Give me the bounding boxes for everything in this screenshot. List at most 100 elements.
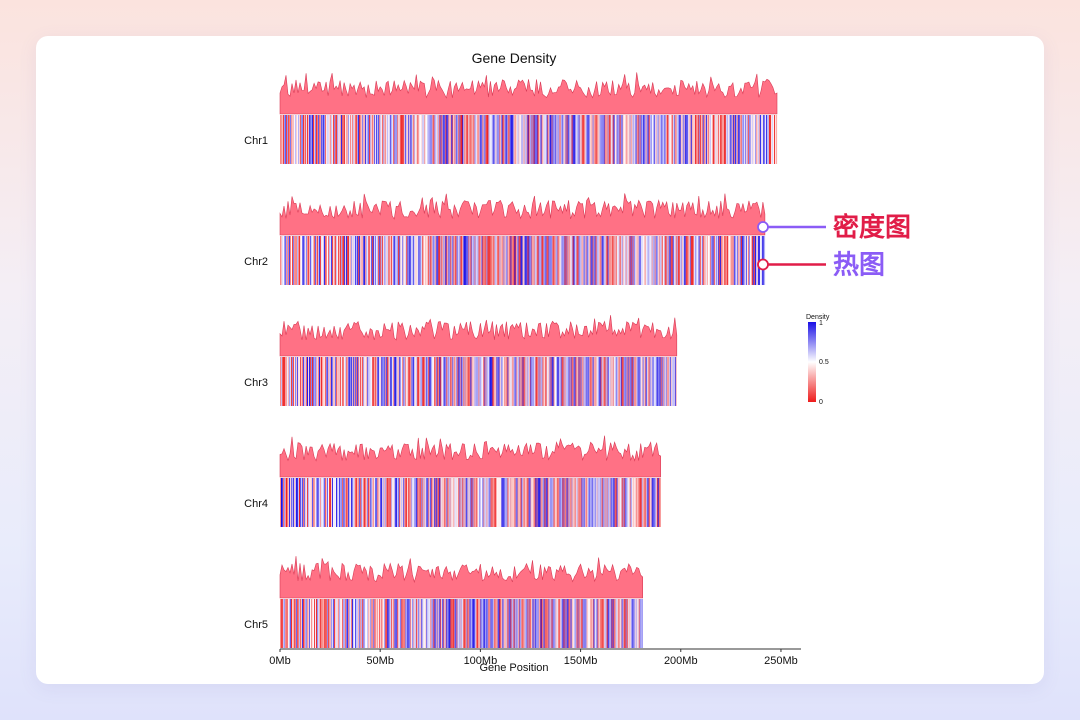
heatmap-cell bbox=[349, 357, 351, 406]
heatmap-cell bbox=[441, 357, 443, 406]
heatmap-cell bbox=[388, 236, 390, 285]
heatmap-cell bbox=[307, 357, 309, 406]
heatmap-cell bbox=[389, 599, 391, 648]
heatmap-cell bbox=[477, 599, 479, 648]
heatmap-cell bbox=[410, 357, 412, 406]
heatmap-cell bbox=[699, 236, 701, 285]
heatmap-cell bbox=[561, 478, 563, 527]
heatmap-cell bbox=[310, 357, 312, 406]
heatmap-cell bbox=[775, 115, 778, 164]
heatmap-cell bbox=[717, 236, 719, 285]
heatmap-cell bbox=[437, 478, 439, 527]
heatmap-cell bbox=[498, 236, 500, 285]
heatmap-cell bbox=[309, 236, 311, 285]
heatmap-cell bbox=[314, 599, 316, 648]
heatmap-cell bbox=[677, 236, 679, 285]
heatmap-cell bbox=[703, 236, 705, 285]
heatmap-cell bbox=[308, 599, 310, 648]
heatmap-cell bbox=[449, 236, 451, 285]
heatmap-cell bbox=[505, 599, 507, 648]
heatmap-cell bbox=[491, 478, 493, 527]
heatmap-cell bbox=[607, 115, 609, 164]
heatmap-cell bbox=[320, 478, 322, 527]
heatmap-cell bbox=[304, 236, 306, 285]
heatmap-cell bbox=[632, 236, 634, 285]
heatmap-cell bbox=[540, 115, 542, 164]
heatmap-cell bbox=[546, 599, 548, 648]
heatmap-cell bbox=[443, 478, 445, 527]
heatmap-cell bbox=[636, 478, 638, 527]
heatmap-cell bbox=[518, 599, 520, 648]
heatmap-cell bbox=[404, 115, 406, 164]
heatmap-cell bbox=[309, 599, 311, 648]
heatmap-cell bbox=[457, 478, 459, 527]
heatmap-cell bbox=[548, 236, 550, 285]
heatmap-cell bbox=[585, 115, 587, 164]
heatmap-cell bbox=[368, 599, 370, 648]
heatmap-cell bbox=[305, 599, 307, 648]
heatmap-cell bbox=[292, 599, 294, 648]
heatmap-cell bbox=[292, 236, 294, 285]
heatmap-cell bbox=[307, 599, 309, 648]
heatmap-cell bbox=[333, 599, 335, 648]
heatmap-cell bbox=[593, 115, 595, 164]
heatmap-cell bbox=[446, 478, 448, 527]
heatmap-cell bbox=[556, 115, 558, 164]
heatmap-cell bbox=[371, 357, 373, 406]
heatmap-cell bbox=[331, 599, 333, 648]
heatmap-cell bbox=[585, 478, 587, 527]
heatmap-cell bbox=[740, 115, 743, 164]
heatmap-cell bbox=[674, 357, 676, 406]
heatmap-cell bbox=[471, 599, 473, 648]
heatmap-cell bbox=[437, 236, 439, 285]
heatmap-cell bbox=[518, 115, 520, 164]
heatmap-cell bbox=[706, 115, 708, 164]
heatmap-cell bbox=[459, 478, 461, 527]
heatmap-cell bbox=[563, 478, 565, 527]
heatmap-cell bbox=[626, 599, 628, 648]
heatmap-cell bbox=[385, 357, 387, 406]
heatmap-cell bbox=[526, 357, 528, 406]
heatmap-cell bbox=[423, 115, 425, 164]
heatmap-cell bbox=[577, 115, 579, 164]
heatmap-cell bbox=[280, 357, 282, 406]
heatmap-cell bbox=[407, 115, 409, 164]
heatmap-cell bbox=[413, 599, 415, 648]
heatmap-cell bbox=[624, 599, 626, 648]
heatmap-cell bbox=[754, 115, 757, 164]
heatmap-cell bbox=[499, 357, 501, 406]
heatmap-cell bbox=[448, 478, 450, 527]
heatmap-cell bbox=[432, 115, 434, 164]
heatmap-cell bbox=[421, 236, 423, 285]
heatmap-cell bbox=[639, 599, 641, 648]
heatmap-cell bbox=[424, 599, 426, 648]
heatmap-cell bbox=[469, 236, 471, 285]
heatmap-cell bbox=[663, 115, 665, 164]
heatmap-cell bbox=[326, 599, 328, 648]
heatmap-cell bbox=[456, 599, 458, 648]
heatmap-cell bbox=[627, 478, 629, 527]
heatmap-cell bbox=[557, 115, 559, 164]
heatmap-cell bbox=[491, 599, 493, 648]
heatmap-cell bbox=[379, 115, 381, 164]
heatmap-cell bbox=[392, 478, 394, 527]
legend-title: Density bbox=[806, 314, 830, 321]
heatmap-cell bbox=[656, 236, 658, 285]
heatmap-cell bbox=[636, 236, 638, 285]
heatmap-cell bbox=[618, 115, 620, 164]
heatmap-cell bbox=[661, 115, 663, 164]
heatmap-cell bbox=[345, 478, 347, 527]
heatmap-cell bbox=[550, 599, 552, 648]
heatmap-cell bbox=[328, 357, 330, 406]
heatmap-cell bbox=[317, 478, 319, 527]
heatmap-cell bbox=[498, 357, 500, 406]
heatmap-cell bbox=[601, 478, 603, 527]
heatmap-cell bbox=[461, 357, 463, 406]
chart-title: Gene Density bbox=[472, 50, 557, 66]
heatmap-cell bbox=[763, 115, 766, 164]
heatmap-cell bbox=[578, 599, 580, 648]
heatmap-cell bbox=[330, 478, 332, 527]
heatmap-cell bbox=[280, 236, 282, 285]
heatmap-cell bbox=[537, 599, 539, 648]
x-tick-label: 100Mb bbox=[464, 655, 498, 667]
